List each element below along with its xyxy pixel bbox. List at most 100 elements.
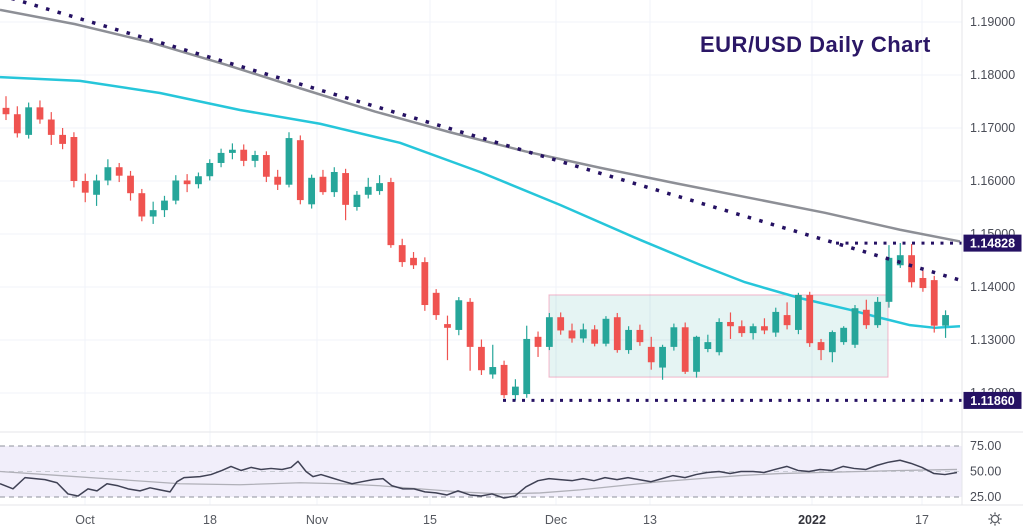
candle	[206, 162, 214, 177]
candle	[410, 257, 417, 266]
candle	[13, 114, 21, 134]
time-axis-label: Nov	[306, 513, 329, 527]
drawn-lines	[10, 0, 962, 402]
candle	[693, 336, 700, 372]
candle	[545, 317, 553, 347]
time-axis-label: 18	[203, 513, 217, 527]
candle	[896, 255, 904, 266]
time-axis-label: 15	[423, 513, 437, 527]
candle	[127, 175, 134, 194]
candle	[512, 386, 519, 396]
time-axis-label: Oct	[75, 513, 95, 527]
candle	[229, 149, 236, 153]
candle	[489, 367, 497, 375]
candle	[557, 317, 565, 331]
candle	[500, 364, 508, 396]
candle	[59, 134, 66, 144]
settings-gear-icon[interactable]	[988, 512, 1002, 526]
candle	[885, 257, 893, 302]
time-axis-label: 13	[643, 513, 657, 527]
candle	[919, 277, 927, 289]
candle	[942, 315, 949, 326]
candle	[262, 155, 270, 177]
candle	[523, 338, 531, 395]
candle	[172, 180, 180, 201]
time-axis[interactable]: Oct 18 Nov 15 Dec 13 2022 17	[75, 513, 929, 527]
rsi-axis-label: 50.00	[970, 465, 1001, 479]
candle	[466, 301, 474, 347]
candle	[319, 176, 327, 193]
candle	[364, 186, 372, 195]
candle	[296, 140, 304, 201]
price-badge-resistance: 1.14828	[963, 234, 1022, 252]
candle	[421, 262, 429, 306]
candle	[387, 182, 395, 246]
pane-separators	[0, 0, 1023, 506]
candle	[795, 294, 802, 330]
candle	[828, 332, 836, 353]
candle	[444, 324, 451, 328]
candle	[149, 210, 157, 217]
candle	[727, 321, 734, 327]
candle	[738, 326, 746, 334]
candle	[704, 342, 712, 350]
candle	[285, 138, 293, 185]
grid-lines	[0, 0, 962, 505]
price-axis-label: 1.13000	[970, 333, 1015, 347]
candle	[715, 321, 723, 353]
candle	[806, 294, 814, 344]
candle	[772, 311, 780, 333]
candle	[851, 308, 859, 345]
rsi-indicator	[0, 459, 958, 499]
candlesticks	[2, 96, 949, 401]
candle	[25, 107, 33, 135]
candle	[138, 193, 146, 217]
rsi-line	[0, 459, 958, 499]
candle	[251, 155, 259, 161]
price-badge-support: 1.11860	[963, 391, 1022, 409]
rsi-ma-line	[0, 468, 958, 495]
candle	[104, 167, 112, 181]
candle	[579, 329, 587, 339]
candle	[591, 329, 599, 344]
candle	[862, 309, 870, 326]
price-badge-label: 1.14828	[970, 237, 1015, 251]
candle	[70, 137, 78, 181]
ma-fast-line	[0, 75, 961, 330]
candle	[908, 255, 915, 283]
price-axis-label: 1.17000	[970, 121, 1015, 135]
candle	[874, 301, 882, 326]
candle	[761, 326, 768, 331]
price-axis-label: 1.19000	[970, 15, 1015, 29]
candle	[308, 177, 316, 205]
candle	[353, 194, 361, 207]
candle	[217, 152, 225, 163]
candle	[183, 180, 191, 185]
candle	[670, 327, 678, 347]
candle	[432, 292, 440, 316]
candle	[817, 342, 825, 351]
rsi-axis-label: 75.00	[970, 439, 1001, 453]
price-axis-label: 1.14000	[970, 280, 1015, 294]
candle	[840, 327, 848, 343]
candle	[342, 173, 349, 205]
candle	[749, 326, 757, 334]
candle	[613, 317, 621, 351]
candle	[455, 300, 463, 330]
candle	[93, 180, 100, 195]
candle	[659, 346, 666, 368]
candle	[161, 200, 168, 211]
candle	[625, 329, 632, 351]
price-axis[interactable]: 1.190001.180001.170001.160001.150001.140…	[963, 15, 1022, 504]
candle	[240, 149, 248, 161]
candle	[398, 245, 406, 263]
candle	[568, 330, 576, 339]
price-axis-label: 1.18000	[970, 68, 1015, 82]
price-badge-label: 1.11860	[970, 394, 1015, 408]
candle	[636, 329, 644, 343]
candle	[195, 176, 202, 185]
ma-slow-line	[0, 8, 961, 243]
candle	[681, 327, 689, 372]
